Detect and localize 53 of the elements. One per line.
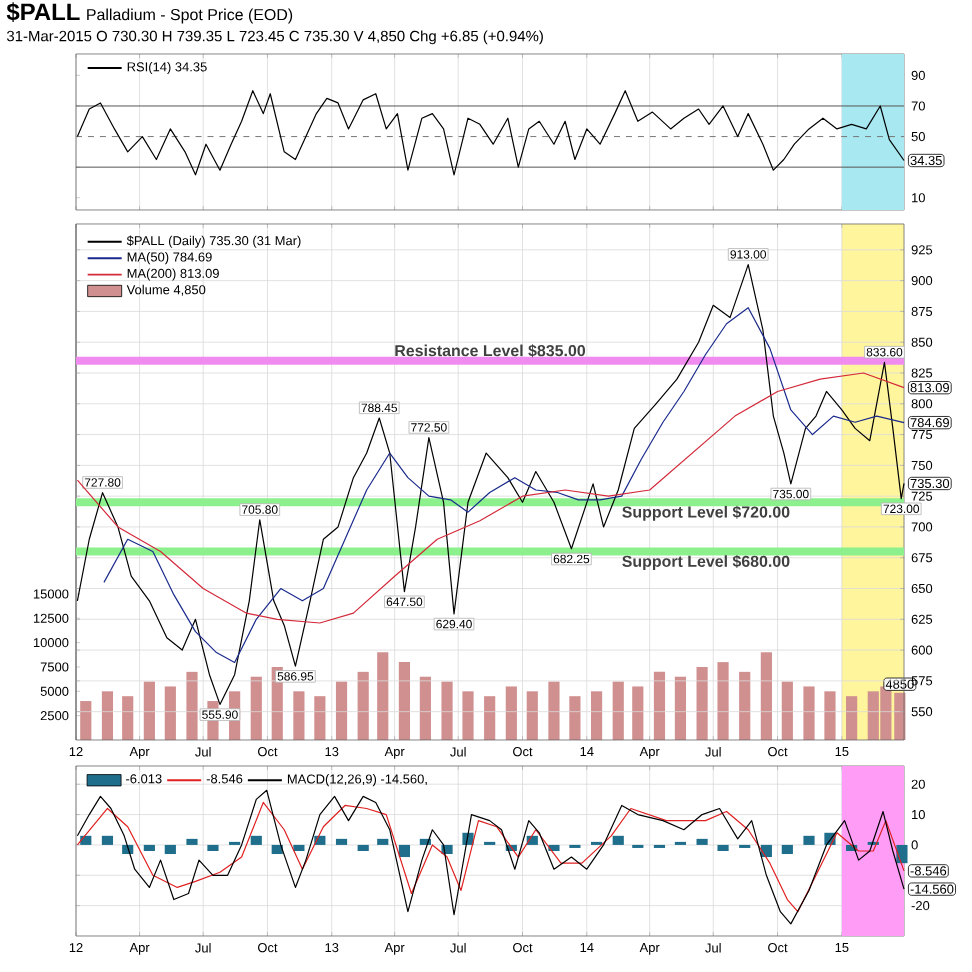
bar bbox=[143, 844, 155, 851]
bar bbox=[314, 696, 326, 740]
bar bbox=[760, 652, 772, 740]
bar bbox=[739, 671, 751, 740]
bar bbox=[590, 691, 603, 740]
bar bbox=[293, 844, 305, 851]
chart-title: $PALL bbox=[6, 2, 80, 22]
bar bbox=[717, 662, 729, 740]
bar bbox=[122, 696, 134, 740]
bar bbox=[846, 696, 858, 740]
bar bbox=[207, 844, 219, 851]
bar bbox=[80, 701, 92, 740]
bar bbox=[803, 686, 815, 740]
bar bbox=[101, 691, 114, 740]
bar bbox=[186, 671, 198, 740]
bar bbox=[250, 835, 262, 845]
bar bbox=[632, 686, 644, 740]
bar bbox=[462, 691, 474, 740]
bar bbox=[484, 696, 496, 740]
line-series bbox=[76, 801, 905, 913]
bar bbox=[419, 676, 431, 740]
bar bbox=[803, 835, 815, 845]
bar bbox=[696, 666, 708, 740]
bar bbox=[781, 681, 793, 740]
bar bbox=[377, 652, 389, 740]
bar bbox=[526, 691, 538, 740]
bar bbox=[696, 838, 708, 845]
bar bbox=[164, 844, 176, 855]
bar bbox=[250, 676, 262, 740]
bar bbox=[335, 681, 348, 740]
bar bbox=[398, 662, 411, 740]
bar bbox=[101, 835, 114, 845]
bar bbox=[612, 835, 624, 845]
bar bbox=[548, 681, 560, 740]
bar bbox=[569, 696, 581, 740]
bar bbox=[674, 676, 687, 740]
bar bbox=[335, 838, 348, 845]
bar bbox=[505, 686, 517, 740]
bar bbox=[357, 844, 369, 851]
bar bbox=[293, 691, 305, 740]
bar bbox=[441, 681, 453, 740]
line-series bbox=[76, 90, 905, 176]
bar bbox=[612, 681, 624, 740]
bar bbox=[377, 838, 389, 845]
bar bbox=[357, 671, 369, 740]
bar bbox=[186, 838, 198, 845]
bar bbox=[653, 671, 666, 740]
bar bbox=[143, 681, 155, 740]
bar bbox=[164, 686, 176, 740]
bar bbox=[717, 844, 729, 851]
bar bbox=[824, 691, 836, 740]
bar bbox=[781, 844, 793, 855]
bar bbox=[398, 844, 411, 858]
